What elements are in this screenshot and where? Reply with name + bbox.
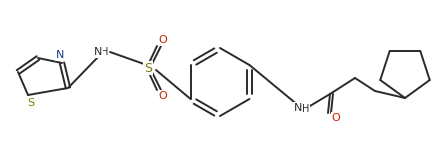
Text: H: H — [101, 47, 109, 57]
Text: H: H — [302, 104, 310, 114]
Text: S: S — [144, 61, 152, 75]
Text: N: N — [294, 103, 302, 113]
Text: O: O — [158, 91, 167, 101]
Text: N: N — [94, 47, 102, 57]
Text: O: O — [332, 113, 340, 123]
Text: S: S — [28, 98, 35, 108]
Text: N: N — [56, 50, 64, 60]
Text: O: O — [158, 35, 167, 45]
